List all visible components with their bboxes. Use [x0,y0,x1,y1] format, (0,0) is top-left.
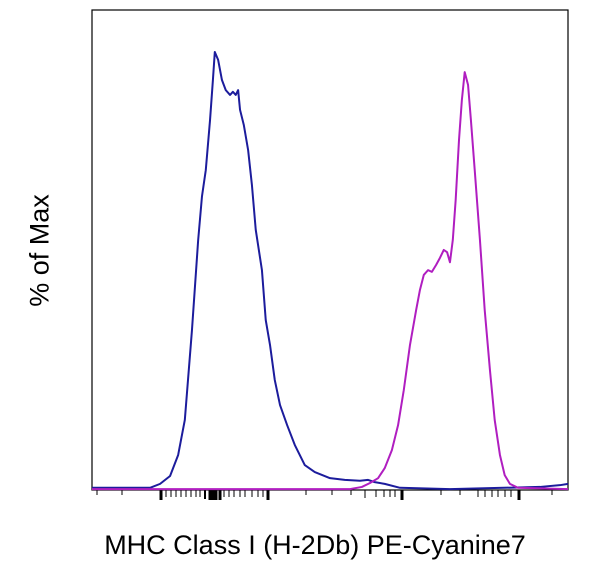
histogram-series-1 [92,51,569,491]
histogram-series-2 [92,71,569,491]
x-axis-label: MHC Class I (H-2Db) PE-Cyanine7 [104,530,526,560]
plot-frame [91,9,569,491]
x-axis-ticks [96,490,553,500]
y-axis-label: % of Max [24,194,55,307]
series-group [92,51,569,491]
